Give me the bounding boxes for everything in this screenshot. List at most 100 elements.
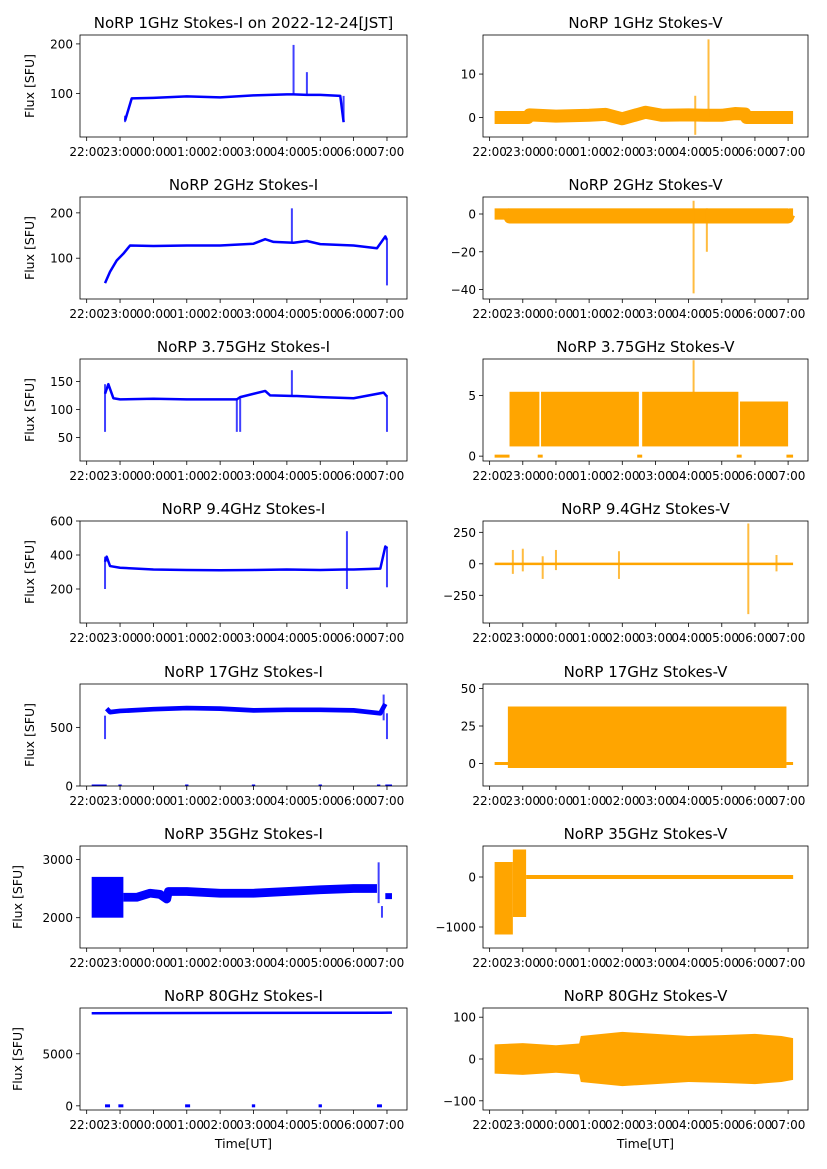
axes-frame <box>79 196 408 300</box>
x-tick-label: 07:00 <box>771 469 806 483</box>
panel-2ghz-v: NoRP 2GHz Stokes-V 0 −20 −40 22:0023:0000:00… <box>451 176 809 321</box>
x-tick-label: 01:00 <box>169 794 204 808</box>
x-tick-label: 04:00 <box>671 145 706 159</box>
x-tick-label: 02:00 <box>203 307 238 321</box>
x-tick-label: 04:00 <box>270 307 305 321</box>
axes-frame <box>482 358 809 462</box>
x-tick-label: 23:00 <box>505 794 540 808</box>
x-tick-label: 02:00 <box>605 145 640 159</box>
chart-title: NoRP 17GHz Stokes-I <box>164 663 323 681</box>
x-tick-label: 23:00 <box>103 794 138 808</box>
x-tick-label: 01:00 <box>169 631 204 645</box>
x-tick-label: 04:00 <box>671 469 706 483</box>
x-tick-label: 23:00 <box>505 631 540 645</box>
x-tick-label: 22:00 <box>472 1118 507 1132</box>
y-tick-label: 0 <box>468 757 476 771</box>
x-tick-label: 00:00 <box>136 794 171 808</box>
y-axis-label: Flux [SFU] <box>10 865 25 929</box>
x-tick-label: 04:00 <box>270 145 305 159</box>
x-tick-label: 02:00 <box>203 956 238 970</box>
x-tick-label: 05:00 <box>303 956 338 970</box>
x-tick-label: 02:00 <box>203 794 238 808</box>
axes-frame <box>482 520 809 624</box>
x-tick-label: 00:00 <box>539 794 574 808</box>
x-tick-label: 22:00 <box>69 307 104 321</box>
panel-3p75ghz-v: NoRP 3.75GHz Stokes-V 0 5 22:0023:0000:0001… <box>468 338 809 483</box>
data-layer <box>103 370 388 432</box>
y-tick-label: 5000 <box>42 1047 73 1061</box>
x-tick-label: 05:00 <box>303 307 338 321</box>
x-tick-label: 03:00 <box>638 631 673 645</box>
x-tick-label: 03:00 <box>236 469 271 483</box>
data-layer <box>123 44 345 123</box>
axes-frame <box>79 34 408 138</box>
x-tick-label: 23:00 <box>103 1118 138 1132</box>
x-tick-label: 06:00 <box>738 145 773 159</box>
x-axis-label: Time[UT] <box>214 1136 272 1151</box>
x-tick-label: 04:00 <box>671 307 706 321</box>
data-layer <box>91 694 392 786</box>
data-block <box>541 391 639 447</box>
x-tick-label: 05:00 <box>704 956 739 970</box>
x-tick-label: 06:00 <box>738 1118 773 1132</box>
y-axis-label: Flux [SFU] <box>22 54 37 118</box>
x-tick-label: 04:00 <box>671 631 706 645</box>
x-tick-label: 05:00 <box>704 631 739 645</box>
y-tick-label: −250 <box>443 589 476 603</box>
x-tick-label: 23:00 <box>505 956 540 970</box>
data-layer <box>494 39 794 135</box>
chart-title: NoRP 17GHz Stokes-V <box>564 663 729 681</box>
x-tick-label: 23:00 <box>103 956 138 970</box>
chart-title: NoRP 9.4GHz Stokes-V <box>561 500 730 518</box>
x-tick-label: 04:00 <box>671 956 706 970</box>
x-tick-label: 03:00 <box>638 794 673 808</box>
x-tick-label: 07:00 <box>370 956 405 970</box>
x-tick-label: 06:00 <box>738 794 773 808</box>
y-tick-label: 10 <box>461 68 476 82</box>
x-tick-label: 06:00 <box>738 956 773 970</box>
y-axis-label: Flux [SFU] <box>22 540 37 604</box>
x-tick-label: 02:00 <box>605 1118 640 1132</box>
x-tick-label: 01:00 <box>572 307 607 321</box>
x-tick-label: 05:00 <box>303 794 338 808</box>
y-tick-label: 100 <box>50 403 73 417</box>
x-tick-label: 01:00 <box>572 631 607 645</box>
x-tick-label: 05:00 <box>704 469 739 483</box>
axes-frame <box>482 34 809 138</box>
x-tick-label: 00:00 <box>539 307 574 321</box>
x-tick-label: 01:00 <box>572 1118 607 1132</box>
y-tick-label: 0 <box>468 111 476 125</box>
panel-9p4ghz-i: NoRP 9.4GHz Stokes-I20040060022:0023:000… <box>22 500 408 645</box>
x-tick-label: 23:00 <box>103 145 138 159</box>
data-series <box>494 105 794 126</box>
data-layer <box>494 1031 794 1087</box>
x-tick-label: 22:00 <box>472 469 507 483</box>
x-tick-label: 23:00 <box>505 1118 540 1132</box>
y-tick-label: 500 <box>50 721 73 735</box>
x-tick-label: 01:00 <box>169 307 204 321</box>
x-tick-label: 06:00 <box>336 1118 371 1132</box>
x-tick-label: 05:00 <box>704 1118 739 1132</box>
y-tick-label: 0 <box>468 1053 476 1067</box>
panel-2ghz-i: NoRP 2GHz Stokes-I10020022:0023:0000:000… <box>22 176 408 321</box>
x-tick-label: 07:00 <box>771 1118 806 1132</box>
x-tick-label: 00:00 <box>136 631 171 645</box>
x-tick-label: 02:00 <box>605 794 640 808</box>
y-axis-label: Flux [SFU] <box>22 378 37 442</box>
panel-17ghz-i: NoRP 17GHz Stokes-I 0 500 22:0023:0000:0001… <box>22 663 408 808</box>
y-tick-label: −1000 <box>435 921 476 935</box>
x-tick-label: 02:00 <box>203 631 238 645</box>
x-tick-label: 22:00 <box>69 1118 104 1132</box>
x-tick-label: 05:00 <box>704 794 739 808</box>
y-tick-label: 50 <box>58 431 73 445</box>
data-envelope <box>494 1031 794 1087</box>
x-tick-label: 07:00 <box>370 794 405 808</box>
data-series <box>103 545 388 572</box>
x-tick-label: 01:00 <box>572 956 607 970</box>
data-layer <box>494 200 796 294</box>
data-block <box>91 876 124 918</box>
panel-80ghz-i: NoRP 80GHz Stokes-I0500022:0023:0000:000… <box>10 987 408 1151</box>
x-tick-label: 02:00 <box>203 1118 238 1132</box>
x-tick-label: 04:00 <box>270 956 305 970</box>
x-tick-label: 04:00 <box>270 469 305 483</box>
